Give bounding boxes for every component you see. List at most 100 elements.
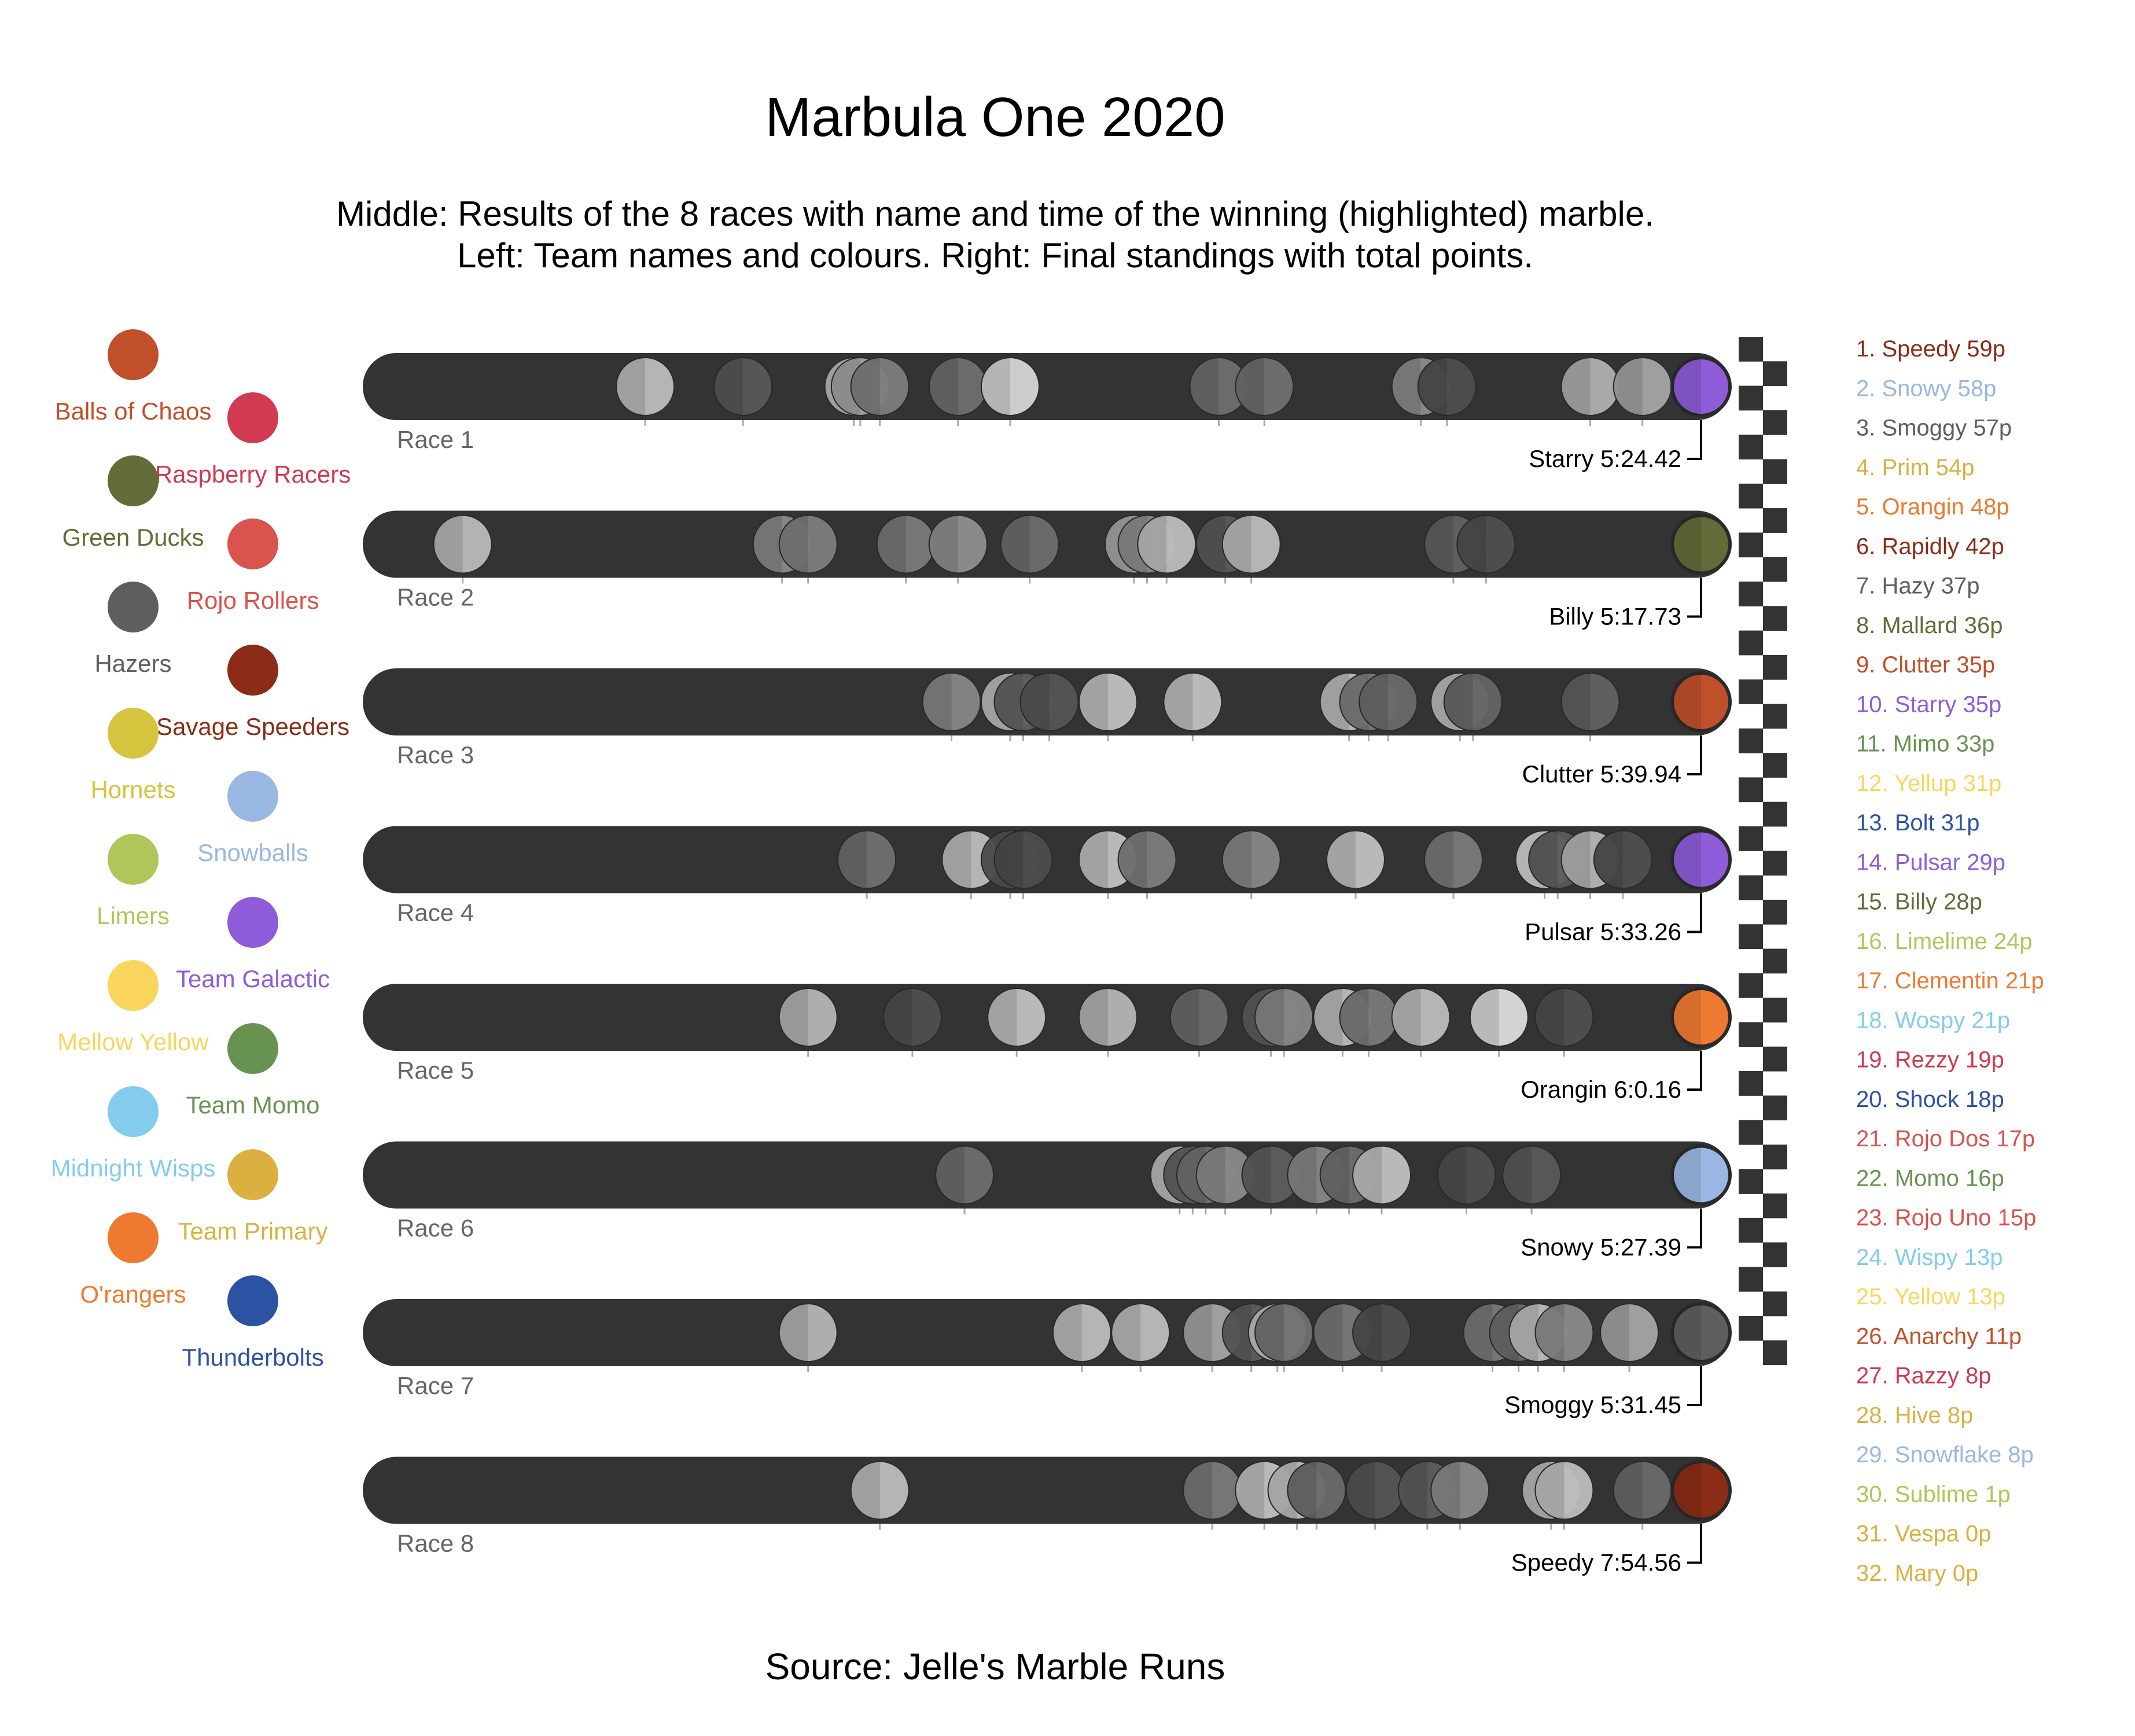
marble-shade: [994, 673, 1024, 731]
marble-shade: [1326, 830, 1356, 889]
winner-marble: [1670, 1144, 1732, 1206]
standing-entry: 26. Anarchy 11p: [1856, 1323, 2022, 1349]
standing-entry: 28. Hive 8p: [1856, 1403, 1973, 1428]
marble-shade: [1535, 1304, 1565, 1362]
race-marble: [778, 1303, 838, 1362]
team-color-dot: [227, 518, 278, 569]
marble-shade: [942, 830, 971, 889]
standing-entry: 17. Clementin 21p: [1856, 968, 2044, 994]
team-name: Hornets: [90, 776, 175, 803]
standing-entry: 32. Mary 0p: [1856, 1561, 1978, 1586]
race-marble: [1078, 672, 1138, 731]
flag-square: [1763, 410, 1787, 435]
flag-square: [1739, 728, 1763, 753]
team-name: Rojo Rollers: [187, 587, 319, 614]
flag-square: [1739, 532, 1763, 558]
flag-square: [1763, 606, 1787, 631]
race-marble: [882, 988, 942, 1047]
marble-shade: [988, 988, 1017, 1046]
marble-shade: [1561, 358, 1591, 415]
marble-shade: [1489, 1304, 1519, 1362]
marble-shade: [1535, 988, 1565, 1046]
flag-square: [1739, 777, 1763, 803]
race-marble: [1437, 1145, 1496, 1205]
race-marble: [1287, 1461, 1346, 1520]
team-color-dot: [108, 329, 159, 380]
marble-shade: [1353, 1146, 1382, 1204]
winner-marble: [1670, 829, 1732, 891]
winner-marble: [1670, 1459, 1732, 1521]
flag-square: [1763, 851, 1787, 876]
marble-shade: [1000, 515, 1030, 573]
race-marble: [1019, 672, 1079, 731]
standing-entry: 7. Hazy 37p: [1856, 573, 1979, 599]
race-marble: [993, 830, 1053, 889]
marble-shade: [936, 1146, 965, 1204]
standing-entry: 22. Momo 16p: [1856, 1165, 2004, 1191]
marble-shade: [779, 515, 808, 573]
winner-callout-line: [1687, 893, 1702, 933]
marble-shade: [1183, 1304, 1213, 1362]
race-marble: [1000, 514, 1059, 574]
marble-shade: [929, 358, 958, 415]
marble-shade: [1078, 988, 1108, 1046]
flag-square: [1763, 1242, 1787, 1267]
race-marble: [1163, 672, 1223, 731]
team-name: Raspberry Racers: [155, 461, 351, 488]
flag-square: [1739, 679, 1763, 704]
marble-shade: [1339, 673, 1369, 731]
standing-entry: 2. Snowy 58p: [1856, 376, 1996, 401]
race-marble: [1600, 1303, 1659, 1362]
standing-entry: 3. Smoggy 57p: [1856, 415, 2012, 441]
standing-entry: 20. Shock 18p: [1856, 1087, 2004, 1112]
marble-shade: [1529, 830, 1558, 889]
winner-callout-line: [1687, 420, 1702, 460]
flag-square: [1739, 875, 1763, 900]
race-label: Race 1: [397, 426, 474, 453]
marble-shade: [1424, 830, 1453, 889]
standing-entry: 6. Rapidly 42p: [1856, 534, 2004, 559]
marble-shade: [1320, 673, 1349, 731]
marble-shade: [1235, 358, 1265, 415]
winner-marble: [1670, 987, 1732, 1048]
team-color-dot: [227, 392, 278, 443]
race-marble: [1560, 672, 1620, 731]
marble-shade: [1176, 1146, 1206, 1204]
standing-entry: 27. Razzy 8p: [1856, 1363, 1991, 1389]
marble-shade: [1463, 1304, 1493, 1362]
team-color-dot: [108, 582, 159, 632]
marble-shade: [779, 988, 808, 1046]
standing-entry: 15. Billy 28p: [1856, 889, 1982, 915]
marble-shade: [1561, 830, 1591, 889]
marble-shade: [433, 515, 463, 573]
marble-shade: [1398, 1461, 1427, 1520]
race-label: Race 7: [397, 1372, 474, 1399]
team-name: Limers: [97, 902, 170, 929]
race-marble: [1117, 830, 1177, 889]
marble-shade: [1613, 358, 1643, 415]
race-marble: [1169, 988, 1229, 1047]
team-name: Mellow Yellow: [57, 1028, 209, 1055]
marble-shade: [1196, 1146, 1225, 1204]
flag-square: [1763, 508, 1787, 533]
marble-shade: [1078, 830, 1108, 889]
race-marble: [928, 514, 988, 574]
winner-shade: [1672, 1461, 1701, 1520]
winner-callout-line: [1687, 1366, 1702, 1406]
marble-shade: [1424, 515, 1453, 573]
race-marble: [1352, 1145, 1412, 1205]
marble-shade: [1287, 1461, 1317, 1520]
race-marble: [1221, 514, 1281, 574]
race-row: Race 3 Clutter 5:39.94: [363, 668, 1732, 788]
winner-shade: [1672, 1146, 1701, 1204]
winner-label: Speedy 7:54.56: [1511, 1549, 1681, 1576]
standing-entry: 9. Clutter 35p: [1856, 652, 1995, 678]
marble-shade: [1287, 1146, 1317, 1204]
winner-shade: [1672, 673, 1701, 731]
winner-label: Smoggy 5:31.45: [1504, 1391, 1681, 1418]
marble-shade: [1118, 830, 1147, 889]
team-color-dot: [108, 1086, 159, 1137]
standing-entry: 21. Rojo Dos 17p: [1856, 1126, 2035, 1152]
marble-shade: [851, 1461, 880, 1520]
